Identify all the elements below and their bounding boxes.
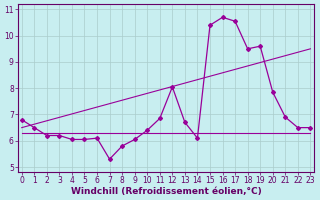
X-axis label: Windchill (Refroidissement éolien,°C): Windchill (Refroidissement éolien,°C) <box>71 187 261 196</box>
